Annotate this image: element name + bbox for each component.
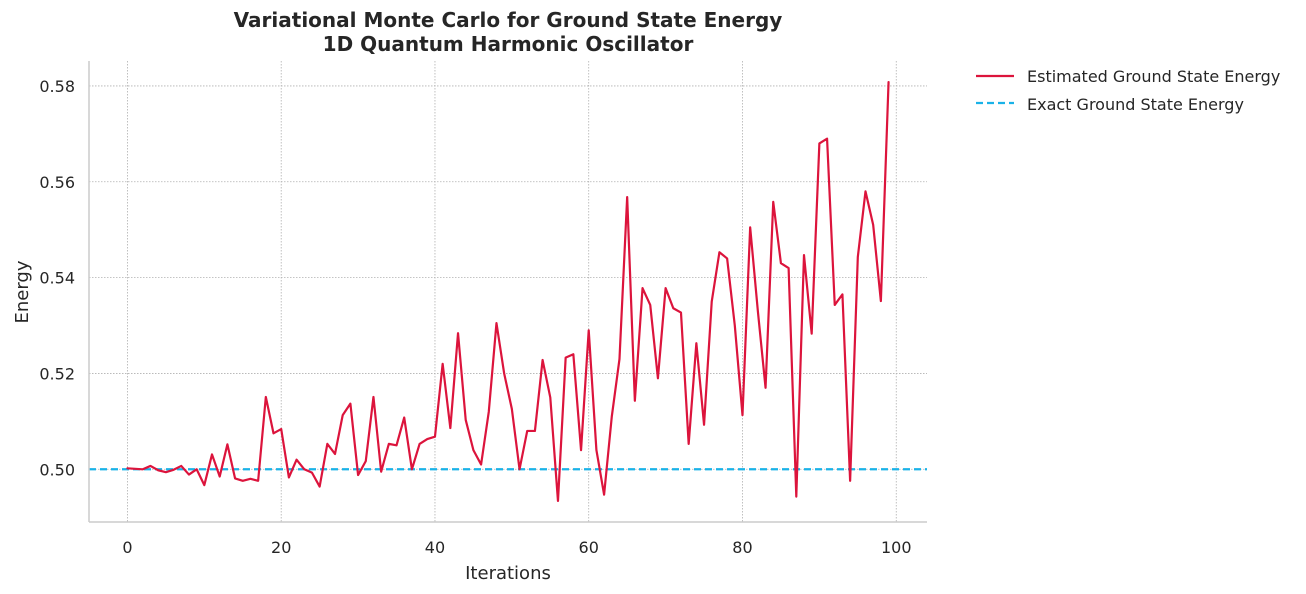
grid bbox=[89, 61, 927, 522]
chart-title-line2: 1D Quantum Harmonic Oscillator bbox=[323, 32, 694, 56]
x-tick-label: 60 bbox=[579, 538, 599, 557]
chart-title-line1: Variational Monte Carlo for Ground State… bbox=[234, 8, 783, 32]
legend-label-exact: Exact Ground State Energy bbox=[1027, 95, 1244, 114]
x-tick-label: 80 bbox=[732, 538, 752, 557]
x-tick-label: 40 bbox=[425, 538, 445, 557]
y-axis-label: Energy bbox=[12, 260, 33, 323]
x-axis-label: Iterations bbox=[465, 563, 551, 584]
y-tick-label: 0.54 bbox=[39, 269, 75, 288]
y-ticks: 0.50 0.52 0.54 0.56 0.58 bbox=[39, 77, 75, 479]
y-tick-label: 0.58 bbox=[39, 77, 75, 96]
x-tick-label: 100 bbox=[881, 538, 912, 557]
legend: Estimated Ground State Energy Exact Grou… bbox=[976, 67, 1280, 114]
x-tick-label: 0 bbox=[122, 538, 132, 557]
y-tick-label: 0.56 bbox=[39, 173, 75, 192]
legend-label-estimated: Estimated Ground State Energy bbox=[1027, 67, 1280, 86]
y-tick-label: 0.50 bbox=[39, 460, 75, 479]
y-tick-label: 0.52 bbox=[39, 364, 75, 383]
estimated-energy-line bbox=[126, 80, 890, 503]
x-ticks: 0 20 40 60 80 100 bbox=[122, 538, 911, 557]
estimated-energy-series bbox=[126, 80, 890, 503]
x-tick-label: 20 bbox=[271, 538, 291, 557]
